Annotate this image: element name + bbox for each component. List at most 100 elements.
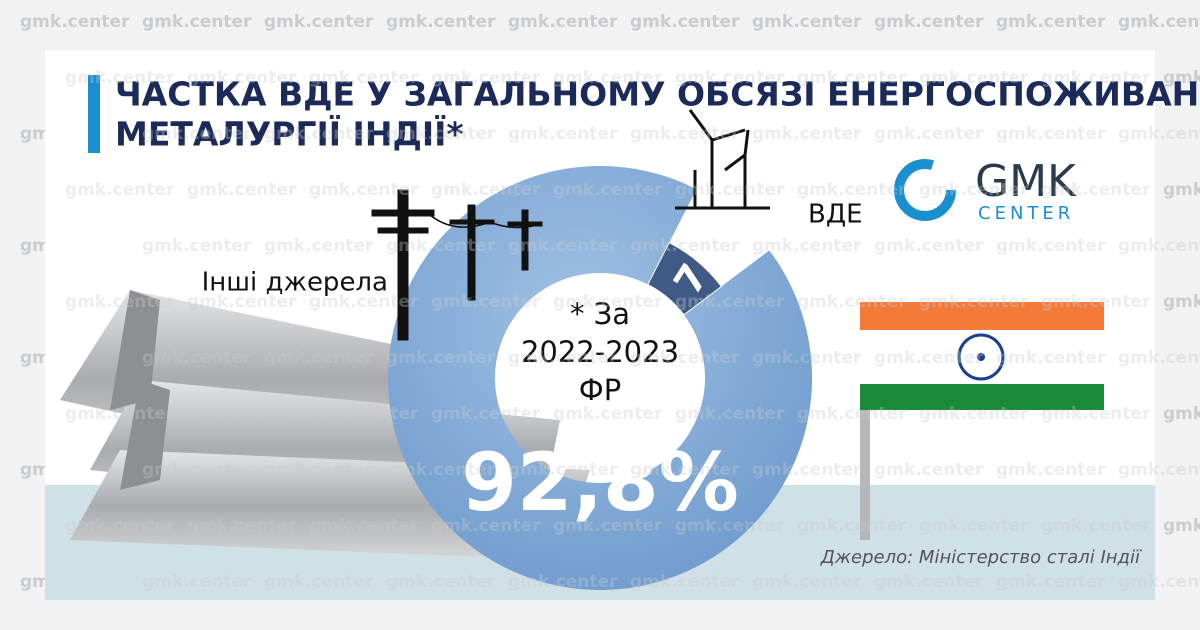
source: Джерело: Міністерство сталі Індії <box>820 547 1142 568</box>
watermark: gmk.center <box>919 292 1029 312</box>
watermark: gmk.center <box>797 68 907 88</box>
watermark: gmk.center <box>919 68 1029 88</box>
watermark: gmk.center <box>386 460 496 480</box>
donut-slice <box>647 241 723 316</box>
watermark: gmk.center <box>20 12 130 32</box>
watermark: gmk.center <box>1118 348 1200 368</box>
watermark: gmk.center <box>630 12 740 32</box>
value-label: 92,8% <box>461 436 739 529</box>
watermark: gmk.center <box>187 68 297 88</box>
watermark: gmk.center <box>264 124 374 144</box>
watermark: gmk.center <box>874 348 984 368</box>
watermark: gmk.center <box>919 404 1029 424</box>
watermark: gmk.center <box>996 12 1106 32</box>
watermark: gmk.center <box>1041 404 1151 424</box>
watermark: gmk.center <box>797 516 907 536</box>
watermark: gmk.center <box>553 404 663 424</box>
watermark: gmk.center <box>996 460 1106 480</box>
watermark: gmk.center <box>996 348 1106 368</box>
donut-slice <box>388 165 812 590</box>
chart-title: ЧАСТКА ВДЕ У ЗАГАЛЬНОМУ ОБСЯЗІ ЕНЕРГОСПО… <box>115 75 1200 114</box>
watermark: gmk.center <box>309 292 419 312</box>
power-poles <box>371 189 543 341</box>
watermark: gmk.center <box>752 124 862 144</box>
watermark: gmk.center <box>264 460 374 480</box>
watermark: gmk.center <box>264 348 374 368</box>
watermark: gmk.center <box>919 516 1029 536</box>
watermark: gmk.center <box>797 404 907 424</box>
watermark: gmk.center <box>142 572 252 592</box>
watermark: gmk.center <box>553 180 663 200</box>
watermark: gmk.center <box>386 12 496 32</box>
watermark: gmk.center <box>752 236 862 256</box>
watermark: gmk.center <box>1118 460 1200 480</box>
watermark: gmk.center <box>264 236 374 256</box>
watermark: gmk.center <box>1041 292 1151 312</box>
watermark: gmk.center <box>65 404 175 424</box>
watermark: gmk.center <box>874 460 984 480</box>
watermark: gmk.center <box>1118 236 1200 256</box>
center-note: 2022-2023 <box>521 335 679 369</box>
watermark: gmk.center <box>1163 68 1200 88</box>
watermark: gmk.center <box>675 292 785 312</box>
watermark: gmk.center <box>508 12 618 32</box>
watermark: gmk.center <box>187 180 297 200</box>
watermark: gmk.center <box>386 124 496 144</box>
watermark: gmk.center <box>508 124 618 144</box>
center-note: ФР <box>579 373 621 407</box>
watermark: gmk.center <box>1163 292 1200 312</box>
watermark: gmk.center <box>630 460 740 480</box>
watermark: gmk.center <box>752 12 862 32</box>
watermark: gmk.center <box>264 12 374 32</box>
watermark: gmk.center <box>553 68 663 88</box>
watermark: gmk.center <box>553 516 663 536</box>
watermark: gmk.center <box>386 348 496 368</box>
watermark: gmk.center <box>675 180 785 200</box>
watermark: gmk.center <box>675 404 785 424</box>
watermark: gmk.center <box>797 292 907 312</box>
watermark: gmk.center <box>431 68 541 88</box>
wind-turbines <box>675 109 770 210</box>
category-label: ВДЕ <box>808 200 863 230</box>
title-accent <box>88 75 100 153</box>
watermark: gmk.center <box>386 572 496 592</box>
watermark: gmk.center <box>919 180 1029 200</box>
watermark: gmk.center <box>1041 68 1151 88</box>
watermark: gmk.center <box>508 572 618 592</box>
watermark: gmk.center <box>752 348 862 368</box>
watermark: gmk.center <box>874 236 984 256</box>
watermark: gmk.center <box>797 180 907 200</box>
watermark: gmk.center <box>142 460 252 480</box>
watermark: gmk.center <box>309 404 419 424</box>
watermark: gmk.center <box>142 12 252 32</box>
watermark: gmk.center <box>630 572 740 592</box>
watermark: gmk.center <box>675 516 785 536</box>
logo-subtitle: CENTER <box>978 203 1074 224</box>
watermark: gmk.center <box>187 404 297 424</box>
watermark: gmk.center <box>675 68 785 88</box>
watermark: gmk.center <box>996 572 1106 592</box>
watermark: gmk.center <box>187 516 297 536</box>
watermark: gmk.center <box>65 180 175 200</box>
watermark: gmk.center <box>187 292 297 312</box>
watermark: gmk.center <box>874 572 984 592</box>
watermark: gmk.center <box>65 516 175 536</box>
watermark: gmk.center <box>874 124 984 144</box>
logo: GMK CENTER <box>894 156 1077 224</box>
watermark: gmk.center <box>1163 404 1200 424</box>
watermark: gmk.center <box>996 124 1106 144</box>
watermark: gmk.center <box>65 68 175 88</box>
watermark: gmk.center <box>309 516 419 536</box>
watermark: gmk.center <box>142 348 252 368</box>
watermark: gmk.center <box>309 68 419 88</box>
watermark: gmk.center <box>309 180 419 200</box>
watermark: gmk.center <box>508 348 618 368</box>
watermark: gmk.center <box>1118 124 1200 144</box>
watermark: gmk.center <box>752 460 862 480</box>
watermark: gmk.center <box>1041 516 1151 536</box>
chart-title: МЕТАЛУРГІЇ ІНДІЇ* <box>115 114 464 154</box>
watermark: gmk.center <box>752 572 862 592</box>
watermark: gmk.center <box>508 460 618 480</box>
category-label: Інші джерела <box>202 268 388 298</box>
